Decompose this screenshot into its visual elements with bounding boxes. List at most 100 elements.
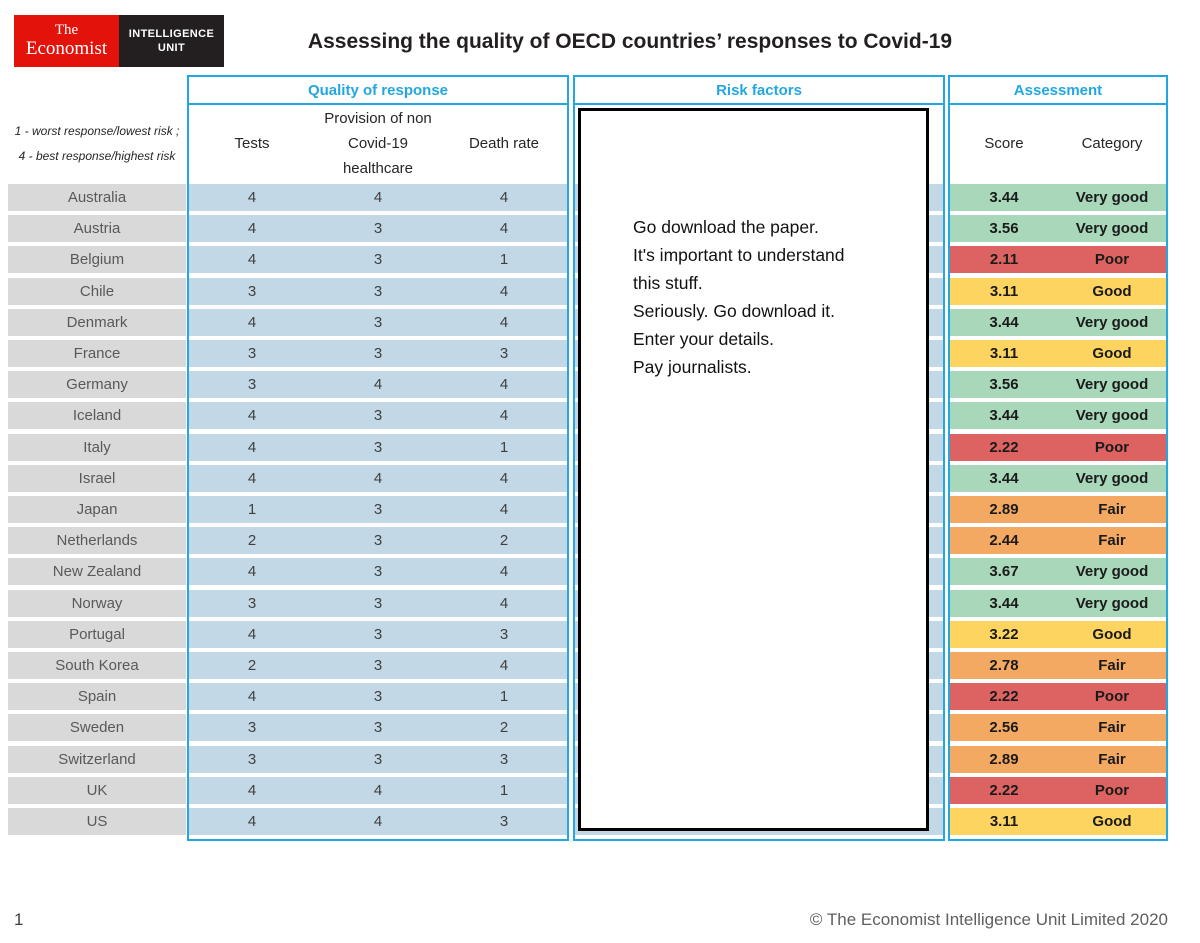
country-column: Australia Austria Belgium Chile Denmark Franc…: [8, 184, 186, 840]
score-value: 2.22: [989, 688, 1019, 706]
tests-value: 3: [247, 594, 257, 612]
score-value: 3.56: [989, 376, 1019, 394]
assessment-row: 2.22 Poor: [950, 683, 1166, 711]
assessment-row: 2.11 Poor: [950, 246, 1166, 274]
death-rate-value: 4: [499, 657, 509, 674]
category-value: Very good: [1075, 220, 1149, 238]
quality-row: 4 3 4: [189, 308, 567, 336]
quality-row: 4 4 4: [189, 464, 567, 492]
category-value: Good: [1092, 282, 1132, 300]
assessment-subheader: Score Category: [950, 103, 1166, 184]
quality-row: 3 4 4: [189, 371, 567, 399]
quality-row: 3 3 2: [189, 714, 567, 742]
provision-value: 3: [373, 563, 383, 581]
tests-value: 4: [247, 469, 257, 487]
quality-row: 1 3 4: [189, 496, 567, 523]
paywall-note-text: Go download the paper. It's important to…: [633, 217, 845, 377]
intelligence-unit-logo: INTELLIGENCE UNIT: [119, 15, 224, 67]
assessment-row: 3.11 Good: [950, 808, 1166, 835]
provision-value: 3: [373, 438, 383, 456]
tests-value: 2: [247, 532, 257, 550]
quality-row: 3 3 3: [189, 745, 567, 773]
provision-value: 4: [373, 781, 383, 799]
death-rate-value: 3: [499, 750, 509, 768]
country-cell: Australia: [8, 184, 186, 211]
country-cell: Norway: [8, 589, 186, 617]
country-cell: South Korea: [8, 652, 186, 679]
provision-value: 3: [373, 532, 383, 550]
page-title: Assessing the quality of OECD countries’…: [307, 30, 953, 53]
tests-value: 4: [247, 189, 257, 206]
quality-row: 2 3 2: [189, 527, 567, 555]
category-value: Fair: [1098, 532, 1126, 550]
country-cell: Sweden: [8, 714, 186, 742]
provision-value: 3: [373, 313, 383, 331]
score-value: 3.44: [989, 407, 1019, 425]
column-header-death-rate: Death rate: [468, 135, 540, 152]
assessment-row: 3.44 Very good: [950, 589, 1166, 617]
death-rate-value: 4: [499, 501, 509, 518]
country-cell: Japan: [8, 496, 186, 523]
country-cell: Italy: [8, 433, 186, 461]
country-cell: Austria: [8, 215, 186, 243]
death-rate-value: 2: [499, 532, 509, 550]
category-value: Fair: [1098, 750, 1126, 768]
score-value: 2.22: [989, 438, 1019, 456]
tests-value: 4: [247, 563, 257, 581]
tests-value: 4: [247, 813, 257, 830]
logo-intelligence: INTELLIGENCE: [128, 27, 215, 40]
country-cell: New Zealand: [8, 558, 186, 586]
provision-value: 3: [373, 625, 383, 643]
tests-value: 3: [247, 376, 257, 394]
death-rate-value: 3: [499, 813, 509, 830]
death-rate-value: 4: [499, 189, 509, 206]
category-value: Good: [1092, 345, 1132, 362]
provision-value: 4: [373, 813, 383, 830]
quality-row: 3 3 4: [189, 277, 567, 305]
category-value: Good: [1092, 813, 1132, 830]
score-value: 3.44: [989, 594, 1019, 612]
category-value: Very good: [1075, 189, 1149, 206]
category-value: Fair: [1098, 719, 1126, 737]
score-value: 2.44: [989, 532, 1019, 550]
provision-value: 3: [373, 407, 383, 425]
death-rate-value: 1: [499, 438, 509, 456]
logo-economist: Economist: [25, 37, 108, 59]
country-cell: Netherlands: [8, 527, 186, 555]
death-rate-value: 3: [499, 625, 509, 643]
quality-row: 4 4 4: [189, 184, 567, 211]
country-cell: Chile: [8, 277, 186, 305]
score-value: 3.44: [989, 313, 1019, 331]
page-number: 1: [14, 910, 24, 929]
score-value: 3.11: [989, 345, 1019, 362]
column-header-tests: Tests: [234, 135, 270, 152]
assessment-row: 2.22 Poor: [950, 433, 1166, 461]
assessment-row: 3.44 Very good: [950, 402, 1166, 430]
score-value: 3.44: [989, 469, 1019, 487]
assessment-row: 2.56 Fair: [950, 714, 1166, 742]
assessment-row: 2.78 Fair: [950, 652, 1166, 679]
death-rate-value: 4: [499, 313, 509, 331]
country-cell: Iceland: [8, 402, 186, 430]
logo-the: The: [54, 22, 79, 39]
scale-note-line2: 4 - best response/highest risk: [18, 149, 176, 163]
provision-value: 3: [373, 657, 383, 674]
death-rate-value: 1: [499, 688, 509, 706]
assessment-row: 3.11 Good: [950, 277, 1166, 305]
score-value: 2.56: [989, 719, 1019, 737]
assessment-row: 2.22 Poor: [950, 776, 1166, 804]
tests-value: 4: [247, 438, 257, 456]
country-cell: Belgium: [8, 246, 186, 274]
score-value: 3.44: [989, 189, 1019, 206]
tests-value: 3: [247, 719, 257, 737]
score-value: 3.22: [989, 625, 1019, 643]
provision-value: 3: [373, 282, 383, 300]
assessment-section-header: Assessment: [950, 77, 1166, 105]
scale-note: 1 - worst response/lowest risk ; 4 - bes…: [8, 103, 186, 184]
death-rate-value: 4: [499, 407, 509, 425]
country-cell: Portugal: [8, 620, 186, 648]
provision-value: 3: [373, 719, 383, 737]
death-rate-value: 4: [499, 376, 509, 394]
assessment-row: 3.22 Good: [950, 620, 1166, 648]
